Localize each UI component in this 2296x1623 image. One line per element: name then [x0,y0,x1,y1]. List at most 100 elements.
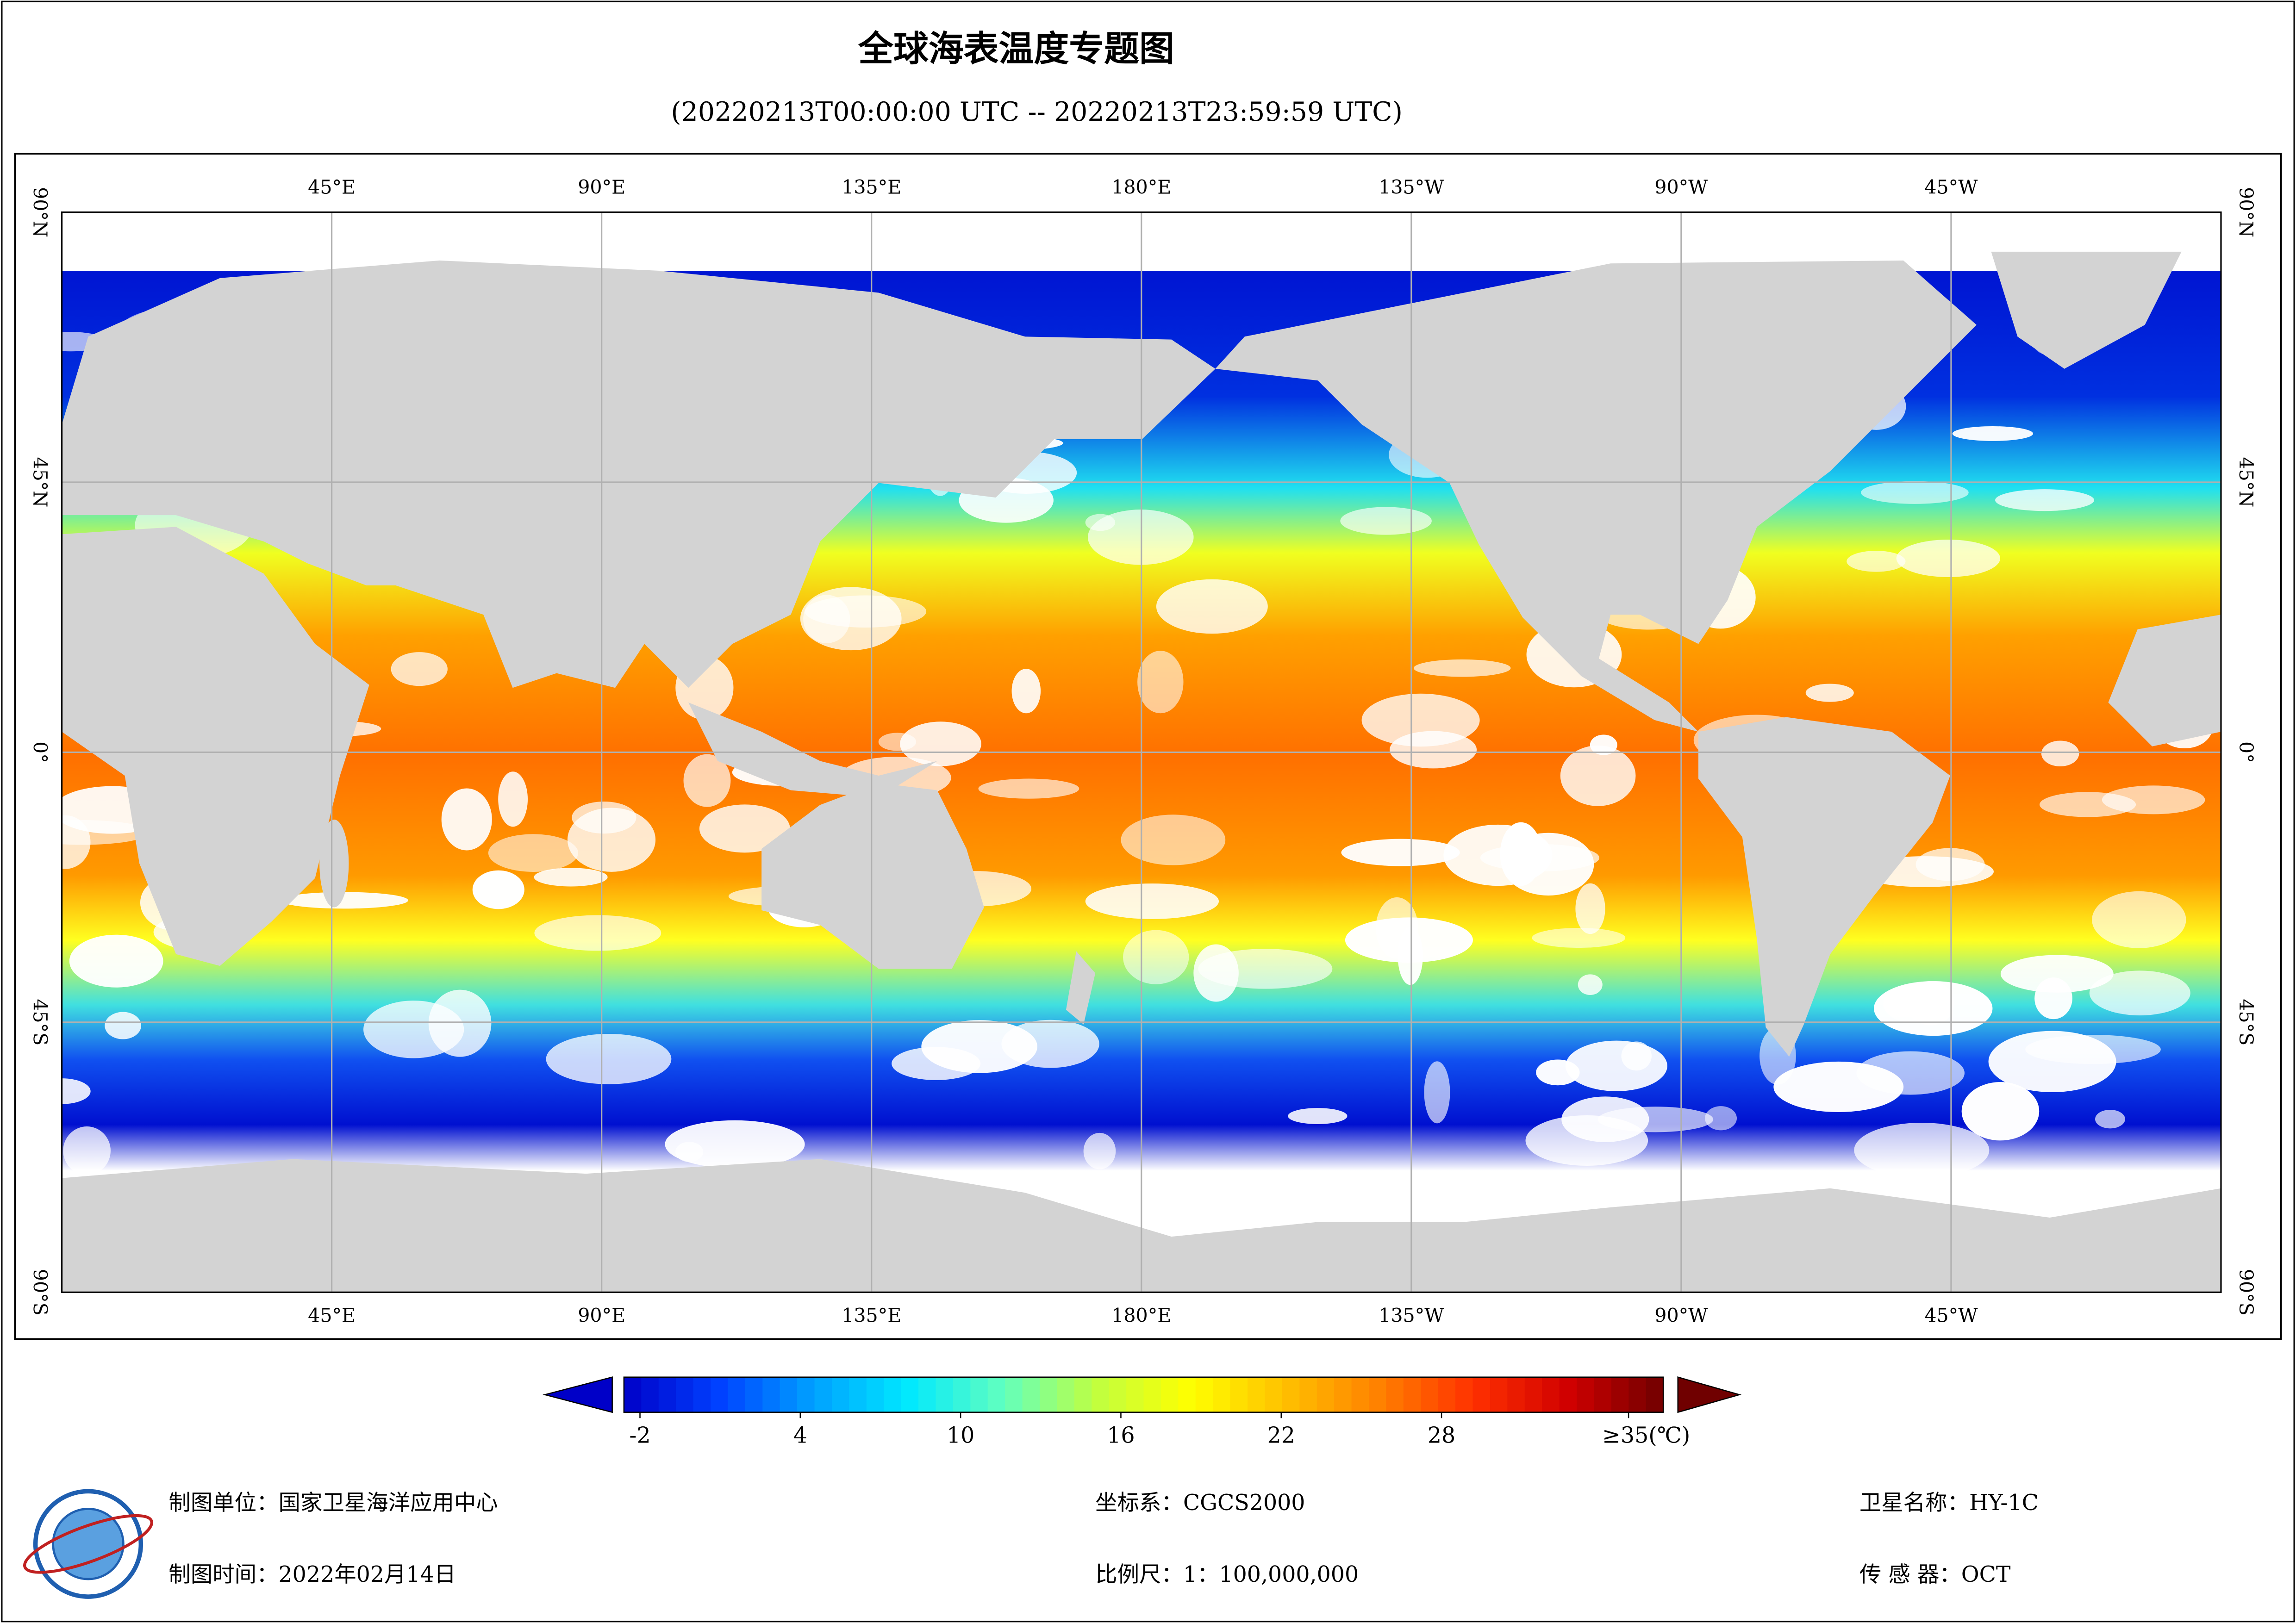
colorbar-segment [901,1377,919,1412]
colorbar-segment [1039,1377,1058,1412]
colorbar-segment [1195,1377,1214,1412]
cloud [1578,974,1603,995]
cloud [1424,1061,1450,1124]
colorbar-segment [624,1377,642,1412]
cloud [2025,1034,2161,1064]
colorbar-segment [936,1377,954,1412]
cloud [567,808,656,872]
colorbar-segment [814,1377,832,1412]
lat-label-left: 45°N [29,457,51,508]
lon-label-top: 45°E [308,176,356,198]
colorbar-segment [1178,1377,1196,1412]
satellite: 卫星名称：HY-1C [1859,1490,2039,1516]
colorbar-segment [1230,1377,1248,1412]
cloud [1085,883,1219,919]
cloud [391,652,448,686]
cloud [498,771,528,827]
lon-label-bottom: 180°E [1111,1305,1171,1327]
cloud [683,754,731,807]
lat-label-left: 90°S [29,1269,51,1316]
cloud [1376,897,1418,959]
coordinate-system: 坐标系：CGCS2000 [1095,1490,1305,1516]
colorbar-segment [1334,1377,1352,1412]
colorbar-segment [1022,1377,1040,1412]
colorbar-segment [1403,1377,1422,1412]
colorbar-segment [1057,1377,1075,1412]
cloud [1861,481,1969,504]
cloud [472,870,524,909]
colorbar-segment [1005,1377,1023,1412]
colorbar-segment [1092,1377,1110,1412]
subtitle: (20220213T00:00:00 UTC -- 20220213T23:59… [671,97,1402,127]
colorbar-segment [1421,1377,1439,1412]
colorbar-segment [658,1377,677,1412]
logo [23,1489,153,1599]
map-frame [14,153,2282,1340]
cloud [1193,944,1239,1002]
colorbar-segment [1213,1377,1231,1412]
cloud [1856,1051,1965,1095]
indonesia [688,702,937,798]
colorbar-segment [710,1377,729,1412]
colorbar-segment [1126,1377,1144,1412]
cloud [1854,1123,1990,1178]
map-border [61,211,2222,1293]
new-zealand [1066,951,1096,1025]
title: 全球海表温度专题图 [858,29,1174,69]
colorbar-segment [1351,1377,1369,1412]
cloud [1952,426,2034,441]
colorbar-segment [918,1377,936,1412]
cloud [699,804,790,853]
colorbar-segment [884,1377,902,1412]
cloud [1995,489,2094,511]
cloud [1532,928,1626,948]
colorbar-segment [1109,1377,1127,1412]
lon-label-top: 90°W [1654,176,1708,198]
cloud [900,721,981,766]
graticule [62,212,2221,1293]
cloud [428,989,492,1057]
lat-label-left: 90°N [29,187,51,237]
cloud [675,1142,704,1162]
cloud [1575,883,1605,934]
colorbar-segment [1074,1377,1092,1412]
colorbar-segment [1577,1377,1595,1412]
cloud [1525,1115,1648,1166]
colorbar-segment [1559,1377,1577,1412]
cloud [1340,507,1432,535]
colorbar-segment [970,1377,988,1412]
map-scale: 比例尺：1：100,000,000 [1095,1562,1359,1587]
colorbar-segment [1386,1377,1404,1412]
colorbar-segment [1490,1377,1508,1412]
colorbar-segment [849,1377,867,1412]
cloud [1011,669,1041,714]
lon-label-bottom: 45°E [308,1305,356,1327]
cloud [488,834,579,872]
cloud [2089,970,2190,1016]
lat-label-right: 90°S [2235,1269,2257,1316]
colorbar-segment [866,1377,885,1412]
colorbar-segment [1524,1377,1543,1412]
south-america [1698,717,1950,1057]
colorbar-segment [1282,1377,1300,1412]
colorbar-label: ≥35(℃) [1602,1423,1690,1448]
cloud [2095,1109,2125,1129]
cloud [2040,792,2136,817]
cloud [1805,684,1854,702]
colorbar-segment [1143,1377,1161,1412]
cloud [69,934,163,988]
colorbar-segment [762,1377,780,1412]
cloud [546,1034,672,1084]
colorbar-label: -2 [629,1423,650,1448]
north-america [1215,260,1977,732]
cloud [1389,731,1477,769]
cloud [1500,822,1542,886]
cloud [803,595,850,643]
colorbar-segment [693,1377,711,1412]
colorbar-segment [1472,1377,1491,1412]
colorbar-segment [1542,1377,1560,1412]
west-africa [2108,615,2221,746]
cloud [63,1126,111,1175]
cloud [1156,579,1268,634]
colorbar-segment [745,1377,763,1412]
